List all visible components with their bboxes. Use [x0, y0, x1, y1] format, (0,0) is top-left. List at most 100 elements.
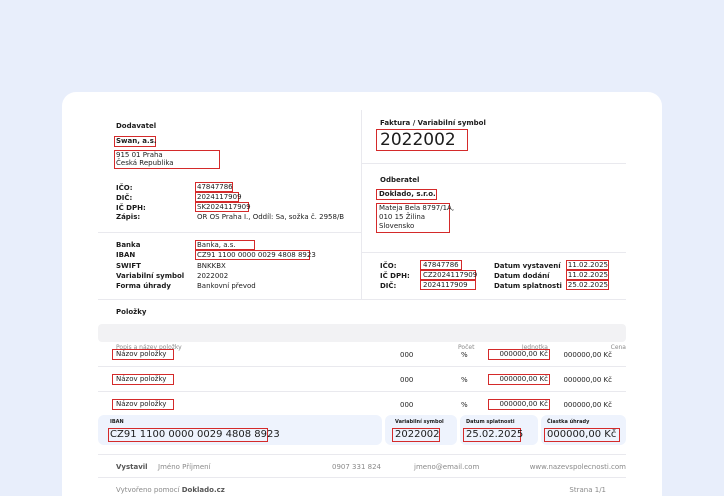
issuer-name: Jméno Příjmení — [158, 463, 211, 471]
issued-by-label: Vystavil — [116, 463, 148, 471]
payment-method-label: Forma úhrady — [116, 282, 171, 290]
supplier-ico-label: IČO: — [116, 184, 133, 192]
header-divider — [98, 299, 626, 300]
item-3-unit-price: 000000,00 Kč — [499, 400, 548, 408]
delivery-date-label: Datum dodání — [494, 272, 550, 280]
supplier-address-line2: Česká Republika — [116, 159, 174, 167]
supplier-icdph-box — [195, 202, 249, 212]
supplier-name: Swan, a.s. — [116, 137, 157, 145]
vs-label: Variabilní symbol — [116, 272, 185, 280]
payment-vs-box — [385, 415, 457, 445]
item-1-divider — [98, 366, 626, 367]
created-brand[interactable]: Doklado.cz — [181, 486, 225, 494]
issuer-email[interactable]: jmeno@email.com — [414, 463, 480, 471]
supplier-ico: 47847786 — [197, 183, 233, 191]
supplier-ico-box — [195, 182, 233, 192]
supplier-divider — [98, 232, 361, 233]
payment-iban-box — [98, 415, 382, 445]
item-3-unit: % — [461, 401, 468, 409]
issuer-phone[interactable]: 0907 331 824 — [332, 463, 381, 471]
customer-icdph-box — [420, 270, 476, 280]
col-desc-header: Popis a název položky — [116, 344, 182, 351]
customer-divider — [362, 252, 626, 253]
bank-label: Banka — [116, 241, 141, 249]
item-1-price: 000000,00 Kč — [563, 351, 612, 359]
due-date-box — [566, 280, 609, 290]
invoice-heading: Faktura / Variabilní symbol — [380, 119, 486, 127]
items-header-bar — [98, 324, 626, 342]
item-1-qty: 000 — [400, 351, 414, 359]
supplier-register: OR OS Praha I., Oddíl: Sa, sožka č. 2958… — [197, 213, 345, 221]
issuer-website[interactable]: www.nazevspolecnosti.com — [529, 463, 626, 471]
payment-due: 25.02.2025 — [466, 429, 524, 440]
delivery-date-box — [566, 270, 609, 280]
page-number: 1/1 — [594, 486, 606, 494]
col-unit-header: Jednotka — [521, 344, 548, 351]
customer-ico-box — [420, 260, 462, 270]
payment-due-box — [460, 415, 538, 445]
col-qty-header: Počet — [458, 344, 475, 351]
bank-box — [195, 240, 255, 250]
iban-label: IBAN — [116, 251, 136, 259]
invoice-number-box — [376, 129, 468, 151]
footer-divider-bottom — [98, 477, 626, 478]
customer-dic-label: DIČ: — [380, 282, 397, 290]
customer-name-box — [376, 189, 437, 200]
created-with: Vytvořeno pomocí Doklado.cz — [116, 486, 225, 495]
swift-label: SWIFT — [116, 262, 141, 270]
payment-method-value: Bankovní převod — [197, 282, 256, 290]
customer-ico-label: IČO: — [380, 262, 397, 270]
issued-date: 11.02.2025 — [567, 261, 608, 269]
item-1-unit-price-box — [488, 349, 550, 360]
bank-value: Banka, a.s. — [197, 241, 236, 249]
item-2-unit-price-box — [488, 374, 550, 385]
page-label: Strana — [569, 486, 593, 494]
supplier-address-line1: 915 01 Praha — [116, 151, 163, 159]
item-3-unit-price-box — [488, 399, 550, 410]
payment-amount-box — [541, 415, 626, 445]
col-price-header: Cena — [610, 344, 626, 351]
supplier-name-box — [114, 136, 156, 147]
item-1-name: Názov položky — [116, 350, 167, 358]
customer-heading: Odberatel — [380, 176, 420, 184]
issued-date-box — [566, 260, 609, 270]
item-2-price: 000000,00 Kč — [563, 376, 612, 384]
invoice-divider — [362, 163, 626, 164]
customer-ico: 47847786 — [423, 261, 459, 269]
iban-value: CZ91 1100 0000 0029 4808 8923 — [197, 251, 316, 259]
customer-address-line2: 010 15 Žilina — [379, 213, 426, 221]
item-2-name-box — [112, 374, 174, 385]
customer-address-line3: Slovensko — [379, 222, 415, 230]
item-1-unit-price: 000000,00 Kč — [499, 350, 548, 358]
due-date-label: Datum splatnosti — [494, 282, 562, 290]
item-3-price: 000000,00 Kč — [563, 401, 612, 409]
item-2-qty: 000 — [400, 376, 414, 384]
customer-icdph: CZ2024117909 — [423, 271, 478, 279]
supplier-icdph-label: IČ DPH: — [116, 204, 146, 212]
customer-address-line1: Mateja Bela 8797/1A, — [379, 204, 455, 212]
payment-vs: 2022002 — [395, 429, 440, 440]
customer-name: Doklado, s.r.o. — [379, 190, 436, 198]
item-1-name-box — [112, 349, 174, 360]
issued-date-label: Datum vystavení — [494, 262, 561, 270]
item-3-name: Názov položky — [116, 400, 167, 408]
payment-due-label: Datum splatnosti — [466, 419, 515, 425]
item-2-unit-price: 000000,00 Kč — [499, 375, 548, 383]
payment-amount-label: Čiastka úhrady — [547, 419, 590, 425]
supplier-dic-box — [195, 192, 239, 202]
page-info: Strana 1/1 — [522, 486, 606, 495]
delivery-date: 11.02.2025 — [567, 271, 608, 279]
due-date: 25.02.2025 — [567, 281, 608, 289]
iban-box — [195, 250, 310, 260]
supplier-dic: 2024117909 — [197, 193, 242, 201]
payment-amount: 000000,00 Kč — [547, 429, 617, 440]
payment-iban-label: IBAN — [110, 419, 124, 425]
supplier-register-label: Zápis: — [116, 213, 141, 221]
item-3-qty: 000 — [400, 401, 414, 409]
items-heading: Položky — [116, 308, 147, 316]
column-divider — [361, 110, 362, 300]
swift-value: BNKKBX — [197, 262, 226, 270]
item-3-name-box — [112, 399, 174, 410]
payment-due-highlight — [463, 428, 521, 442]
item-2-divider — [98, 391, 626, 392]
